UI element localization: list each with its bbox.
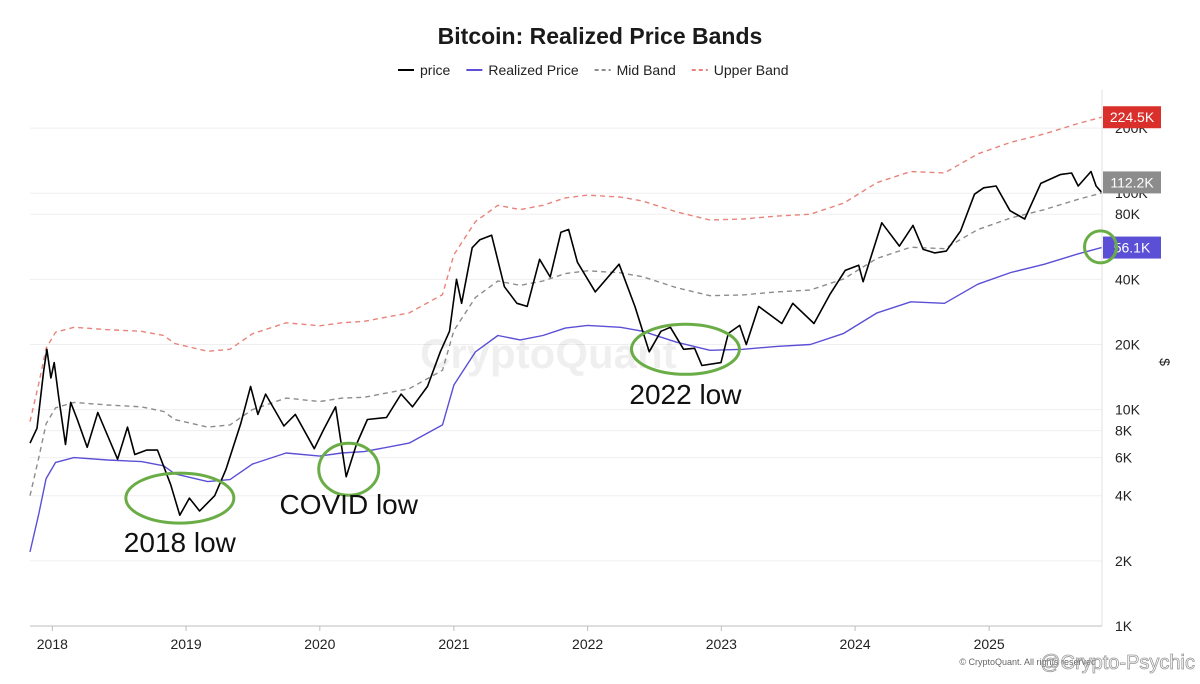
x-tick-label: 2025 (974, 636, 1005, 652)
y-tick-label: 2K (1115, 553, 1133, 569)
y-tick-label: 4K (1115, 488, 1133, 504)
legend-label-upper-band: Upper Band (714, 62, 789, 78)
value-badge (1103, 106, 1161, 129)
chart-credit: © CryptoQuant. All rights reserved (959, 657, 1096, 667)
series-line-realized-price (29, 246, 1102, 553)
value-badge-label: 224.5K (1110, 109, 1155, 125)
annotation-label: COVID low (280, 489, 419, 520)
x-tick-label: 2022 (572, 636, 603, 652)
highlight-circle (629, 322, 741, 376)
y-tick-label: 40K (1115, 271, 1141, 287)
y-tick-label: 6K (1115, 450, 1133, 466)
y-tick-label: 8K (1115, 423, 1133, 439)
axes (30, 90, 1103, 627)
footer-watermark: @Crypto-Psychic (1040, 652, 1195, 674)
series-line-upper-band (29, 116, 1102, 422)
gridlines (30, 127, 1102, 627)
value-badges: 224.5K 112.2K 56.1K (1103, 106, 1161, 259)
legend-label-realized-price: Realized Price (488, 62, 578, 78)
y-tick-label: 20K (1115, 336, 1141, 352)
annotation-label: 2018 low (124, 527, 237, 558)
annotation-label: 2022 low (629, 379, 742, 410)
value-badge (1103, 171, 1161, 194)
x-tick-label: 2019 (170, 636, 201, 652)
legend: price Realized Price Mid Band Upper Band (398, 62, 789, 78)
y-tick-label: 80K (1115, 206, 1141, 222)
legend-label-price: price (420, 62, 451, 78)
highlight-circle (1083, 229, 1119, 265)
value-badge-label: 112.2K (1110, 174, 1154, 190)
x-tick-label: 2020 (304, 636, 335, 652)
chart-title: Bitcoin: Realized Price Bands (438, 23, 763, 49)
y-tick-label: 1K (1115, 618, 1133, 634)
value-badge-label: 56.1K (1114, 240, 1151, 256)
y-tick-label: 10K (1115, 402, 1141, 418)
highlight-circle (124, 471, 236, 525)
series-layer (29, 116, 1103, 553)
y-axis-unit: $ (1157, 358, 1173, 366)
x-tick-label: 2024 (839, 636, 870, 652)
x-tick-label: 2021 (438, 636, 469, 652)
series-line-mid-band (29, 192, 1102, 496)
legend-label-mid-band: Mid Band (617, 62, 676, 78)
value-badge (1103, 236, 1161, 259)
series-line-price (29, 170, 1103, 516)
x-tick-label: 2018 (37, 636, 68, 652)
highlight-circle (317, 441, 381, 497)
chart-watermark: CryptoQuant (420, 330, 677, 377)
annotations: 2018 low COVID low 2022 low (124, 229, 1119, 558)
x-tick-label: 2023 (706, 636, 737, 652)
tick-labels: 1K2K4K6K8K10K20K40K80K100K200K2018201920… (37, 120, 1149, 652)
